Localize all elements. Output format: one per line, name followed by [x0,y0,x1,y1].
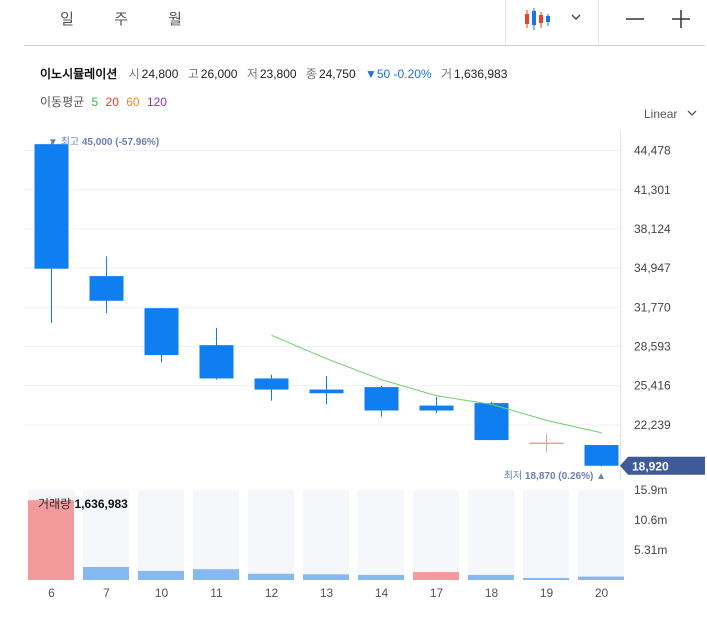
quote-info: 이노시뮬레이션 시 24,800 고 26,000 저 23,800 종 24,750 … [40,65,513,82]
stock-name: 이노시뮬레이션 [40,67,118,81]
volume-bar [138,570,184,580]
volume-bar [358,574,404,580]
y-tick-label: 34,947 [634,261,671,275]
x-tick-label: 6 [48,586,55,600]
x-tick-label: 7 [103,586,110,600]
x-tick-label: 14 [375,586,389,600]
candlestick-icon[interactable] [522,6,552,34]
open-value: 24,800 [141,67,179,81]
volume-label: 거 [440,67,452,81]
y-tick-label: 22,239 [634,418,671,432]
volume-slot [138,490,184,580]
volume-bar [578,576,624,580]
candle-body [474,403,509,441]
tab-day[interactable]: 일 [60,11,74,28]
period-toolbar: 일 주 월 [0,0,707,46]
volume-legend-label: 거래량 [38,497,72,511]
low-label: 저 [246,67,258,81]
x-tick-label: 17 [430,586,444,600]
high-label: 고 [187,67,199,81]
ma5-line [271,334,602,434]
volume-slot [358,490,404,580]
chevron-down-icon[interactable] [566,5,586,33]
candle-body [309,389,344,394]
candle-body [199,345,234,379]
volume-bar [83,566,129,580]
volume-slot [578,490,624,580]
volume-bar [523,578,569,580]
volume-slot [303,490,349,580]
y-tick-label: 41,301 [634,183,671,197]
max-price-marker: ▼ 최고 45,000 (-57.96%) [48,136,159,148]
min-price-marker: 최저 18,870 (0.26%) ▲ [504,470,606,482]
toolbar-bottom-border [24,45,705,46]
volume-slot [523,490,569,580]
toolbar-divider [598,0,599,45]
plus-icon[interactable] [666,5,696,33]
y-tick-label: 25,416 [634,379,671,393]
y-tick-label: 28,593 [634,339,671,353]
scale-label: Linear [644,107,678,121]
close-value: 24,750 [318,67,356,81]
minus-icon[interactable] [620,5,650,33]
ma-5[interactable]: 5 [91,95,99,109]
candle-body [584,445,619,466]
x-tick-label: 20 [595,586,609,600]
scale-selector[interactable]: Linear [644,107,699,121]
volume-bar [303,574,349,580]
candle-body [34,144,69,269]
volume-slot [248,490,294,580]
x-tick-label: 11 [210,586,223,600]
volume-bar [413,572,459,580]
moving-average-label: 이동평균 [40,95,85,109]
x-tick-label: 13 [320,586,334,600]
candle-body [254,378,289,390]
tab-month[interactable]: 월 [168,11,182,28]
current-price-label: 18,920 [632,459,669,473]
ma-120[interactable]: 120 [146,95,167,109]
candle-body [419,405,454,411]
moving-average-legend: 이동평균 5 20 60 120 [40,93,167,110]
tab-week[interactable]: 주 [114,11,128,28]
volume-slot [193,490,239,580]
volume-tick-label: 5.31m [634,543,667,557]
volume-bar [468,574,514,580]
candle-body [144,308,179,356]
volume-value: 1,636,983 [453,67,508,81]
volume-tick-label: 10.6m [634,513,667,527]
y-tick-label: 38,124 [634,222,671,236]
volume-bar [193,569,239,580]
chevron-down-icon [687,110,697,116]
candle-body [89,276,124,301]
volume-slot [468,490,514,580]
x-tick-label: 18 [485,586,499,600]
high-value: 26,000 [200,67,238,81]
candle-body [529,442,564,445]
toolbar-divider [505,0,506,45]
volume-tick-label: 15.9m [634,483,667,497]
candle-body [364,387,399,411]
close-label: 종 [305,67,317,81]
volume-slot [83,490,129,580]
y-tick-label: 44,478 [634,144,671,158]
volume-legend-value: 1,636,983 [74,497,128,511]
x-tick-label: 10 [155,586,169,600]
ma-60[interactable]: 60 [126,95,140,109]
volume-bar [248,573,294,580]
open-label: 시 [128,67,140,81]
x-tick-label: 12 [265,586,279,600]
y-tick-label: 31,770 [634,300,671,314]
ma-20[interactable]: 20 [105,95,119,109]
x-tick-label: 19 [540,586,554,600]
change-value: ▼50 -0.20% [365,67,432,81]
current-price-tag [620,456,705,475]
volume-bar [28,500,74,580]
low-value: 23,800 [259,67,297,81]
volume-slot [413,490,459,580]
volume-legend: 거래량 1,636,983 [38,495,128,512]
